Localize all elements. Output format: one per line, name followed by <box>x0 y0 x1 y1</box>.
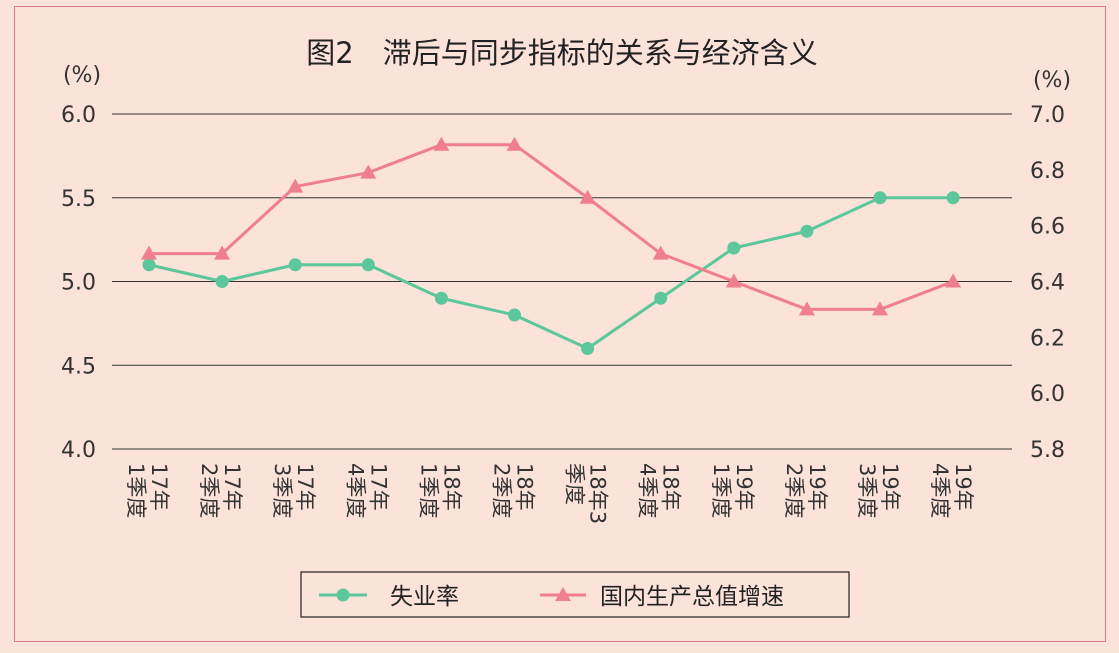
category-year: 19年 <box>951 463 975 511</box>
data-point-1 <box>579 189 596 204</box>
data-point-0 <box>142 258 156 272</box>
category-year: 17年 <box>220 463 244 511</box>
right-tick-label: 6.4 <box>1030 271 1065 296</box>
series <box>141 136 962 355</box>
right-axis: 5.8 6.0 6.2 6.4 6.6 6.8 7.0 <box>1030 103 1065 463</box>
left-axis: 4.0 4.5 5.0 5.5 6.0 <box>61 103 96 463</box>
category-quarter: 4季度 <box>343 463 367 518</box>
right-tick-label: 5.8 <box>1030 438 1065 463</box>
category-year: 18年3 <box>586 463 610 524</box>
legend-label-unemployment: 失业率 <box>390 584 459 610</box>
category-quarter: 2季度 <box>197 463 221 518</box>
data-point-1 <box>872 301 888 316</box>
data-point-1 <box>945 273 962 288</box>
right-axis-unit: (%) <box>1033 68 1071 93</box>
category-quarter: 2季度 <box>490 463 514 518</box>
data-point-0 <box>654 291 668 305</box>
chart-title: 图2 滞后与同步指标的关系与经济含义 <box>306 36 817 70</box>
category-year: 19年 <box>732 463 756 511</box>
data-point-0 <box>800 224 814 238</box>
category-quarter: 1季度 <box>416 463 440 518</box>
data-point-1 <box>725 273 742 288</box>
legend-marker-gdp <box>555 587 571 601</box>
series-line-1 <box>149 143 954 311</box>
category-year: 17年 <box>147 463 171 511</box>
left-tick-label: 4.0 <box>61 438 96 463</box>
series-line-0 <box>148 196 954 350</box>
category-year: 18年 <box>439 463 463 511</box>
right-tick-label: 6.8 <box>1030 159 1065 184</box>
data-point-0 <box>581 342 595 355</box>
data-point-0 <box>361 258 375 272</box>
legend-box <box>300 571 850 618</box>
left-tick-label: 6.0 <box>61 103 96 128</box>
right-tick-label: 7.0 <box>1030 103 1065 128</box>
category-quarter: 1季度 <box>709 463 733 518</box>
data-point-1 <box>433 136 450 151</box>
left-axis-unit: (%) <box>63 63 101 88</box>
gridlines <box>112 113 1012 450</box>
category-year: 19年 <box>805 463 829 511</box>
data-point-0 <box>434 291 448 305</box>
left-tick-label: 4.5 <box>61 354 96 379</box>
category-year: 18年 <box>513 463 537 511</box>
category-quarter: 3季度 <box>270 463 294 518</box>
data-point-0 <box>727 241 741 255</box>
category-quarter: 3季度 <box>855 463 879 518</box>
category-quarter: 1季度 <box>124 463 148 518</box>
legend-label-gdp: 国内生产总值增速 <box>600 584 784 610</box>
data-point-1 <box>360 164 377 179</box>
category-year: 19年 <box>878 463 902 511</box>
category-quarter: 4季度 <box>636 463 660 518</box>
category-quarter: 4季度 <box>928 463 952 518</box>
legend: 失业率 国内生产总值增速 <box>300 571 850 618</box>
data-point-1 <box>287 178 304 193</box>
category-quarter: 2季度 <box>782 463 806 518</box>
right-tick-label: 6.6 <box>1030 215 1065 240</box>
data-point-1 <box>506 136 523 151</box>
data-point-0 <box>946 191 960 205</box>
left-tick-label: 5.5 <box>61 187 96 212</box>
chart-frame <box>14 6 1106 642</box>
left-tick-label: 5.0 <box>61 271 96 296</box>
data-point-1 <box>652 245 669 260</box>
category-year: 17年 <box>293 463 317 511</box>
category-quarter: 季度 <box>563 463 587 505</box>
category-year: 18年 <box>659 463 683 511</box>
right-tick-label: 6.2 <box>1030 326 1065 351</box>
data-point-0 <box>873 191 887 205</box>
data-point-1 <box>141 245 157 260</box>
category-year: 17年 <box>366 463 390 511</box>
right-tick-label: 6.0 <box>1030 382 1065 407</box>
data-point-0 <box>215 275 229 288</box>
data-point-0 <box>508 308 521 322</box>
data-point-1 <box>214 245 231 260</box>
data-point-1 <box>798 301 815 316</box>
data-point-0 <box>288 258 302 272</box>
legend-marker-unemployment <box>336 588 350 602</box>
